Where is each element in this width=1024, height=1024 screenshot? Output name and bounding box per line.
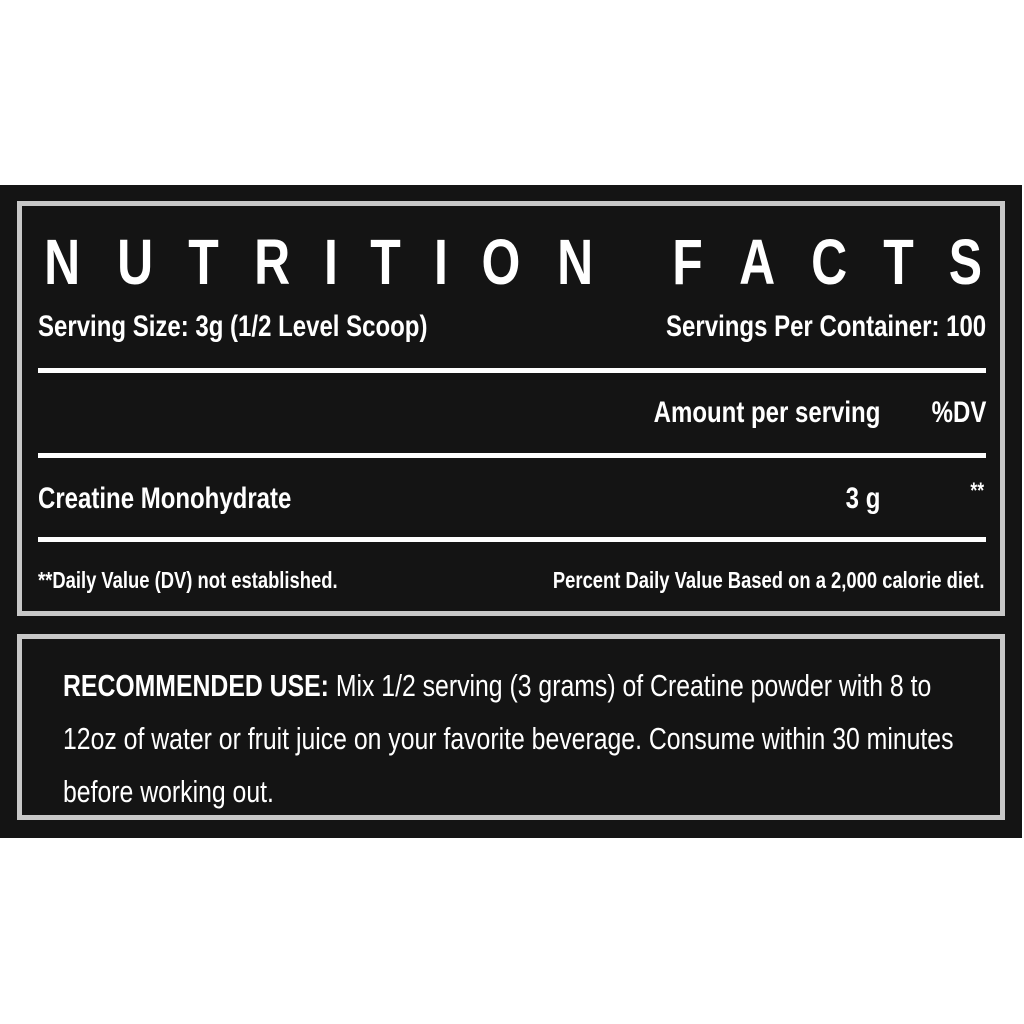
title-letter: T — [370, 226, 401, 298]
title-letter: T — [188, 226, 219, 298]
servings-per-container: Servings Per Container: 100 — [665, 310, 986, 343]
title-letter: C — [811, 226, 848, 298]
title-letter: A — [738, 226, 775, 298]
title-letter: N — [44, 226, 81, 298]
title-letter — [626, 232, 640, 292]
nutrient-name: Creatine Monohydrate — [38, 482, 292, 515]
title-letter: S — [948, 226, 983, 298]
title-letter: F — [672, 226, 704, 298]
recommended-use-box: RECOMMENDED USE: Mix 1/2 serving (3 gram… — [17, 634, 1005, 820]
divider — [38, 453, 986, 458]
title-letter: I — [323, 226, 338, 298]
divider — [38, 537, 986, 542]
title-letter: R — [254, 226, 291, 298]
recommended-use-label: RECOMMENDED USE: — [63, 668, 329, 703]
title-letter: U — [116, 226, 153, 298]
footnote-calorie-diet: Percent Daily Value Based on a 2,000 cal… — [552, 567, 984, 593]
nutrient-dv: ** — [970, 478, 984, 503]
nutrient-amount: 3 g — [845, 482, 880, 515]
serving-size: Serving Size: 3g (1/2 Level Scoop) — [38, 310, 428, 343]
recommended-use-body: Mix 1/2 serving (3 grams) of Creatine po… — [63, 668, 954, 809]
title-letter: I — [433, 226, 448, 298]
recommended-use-text: RECOMMENDED USE: Mix 1/2 serving (3 gram… — [63, 659, 975, 818]
dv-header: %DV — [931, 396, 986, 429]
divider — [38, 368, 986, 373]
title-letter: T — [883, 226, 914, 298]
title-letter: O — [481, 226, 520, 298]
title-letter: N — [556, 226, 593, 298]
amount-per-serving-header: Amount per serving — [653, 396, 880, 429]
footnote-dv: **Daily Value (DV) not established. — [38, 567, 338, 593]
